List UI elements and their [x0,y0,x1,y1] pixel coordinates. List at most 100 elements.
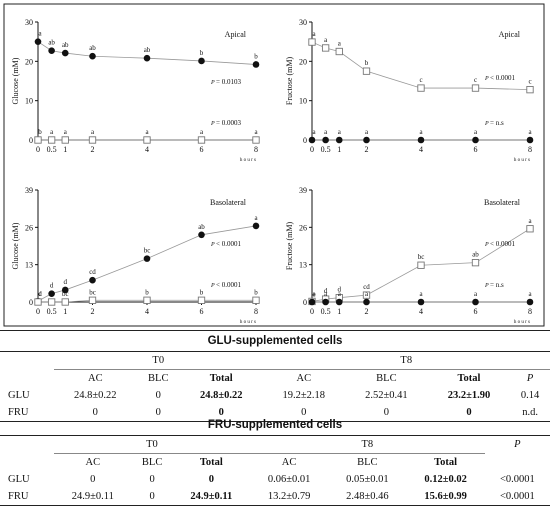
p-value-annotation: P< 0.0001 [484,240,515,248]
x-tick-label: 1 [337,307,341,316]
data-point [89,277,96,284]
point-label: d [64,278,68,286]
p-value-annotation: P= n.s [484,119,504,127]
data-point [198,137,204,143]
data-point [35,299,41,305]
point-label: c [419,76,422,84]
x-tick-label: 2 [365,307,369,316]
p-value-label: = 0.0003 [216,119,241,127]
p-value-annotation: P< 0.0001 [210,281,241,289]
data-point [144,255,151,262]
point-label: bc [89,288,96,296]
y-tick-label: 30 [25,18,33,27]
point-label: b [145,288,149,296]
data-point [198,232,205,239]
x-tick-label: 2 [91,145,95,154]
data-point [144,297,150,303]
data-point [527,226,533,232]
point-label: a [64,128,68,136]
point-label: c [528,78,531,86]
table-cell: 0 [137,387,180,404]
data-point [309,137,316,144]
x-tick-label: 0.5 [321,307,331,316]
x-tick-label: 6 [200,307,204,316]
point-label: ab [62,41,69,49]
fru-table: FRU-supplemented cells T0 T8 P AC BLC To… [0,415,550,506]
column-header: AC [250,454,328,472]
p-value-annotation: P= 0.0103 [210,78,241,86]
point-label: ab [198,223,205,231]
table-cell: 0.14 [510,387,550,404]
x-axis-label: h o u r s [240,320,256,325]
y-tick-label: 0 [303,136,307,145]
data-point [48,47,55,54]
column-header: BLC [132,454,173,472]
panel-title: Basolateral [484,198,521,207]
point-label: a [474,128,478,136]
y-tick-label: 13 [299,261,307,270]
data-point [89,297,95,303]
data-point [336,48,342,54]
data-point [527,299,534,306]
column-header: Total [173,454,250,472]
point-label: a [419,290,423,298]
table-row: GLU 24.8±0.22 0 24.8±0.22 19.2±2.18 2.52… [0,387,550,404]
row-label: FRU [0,488,54,506]
data-point [322,45,328,51]
point-label: b [200,49,204,57]
table-cell: 24.8±0.22 [54,387,137,404]
column-header: AC [54,454,132,472]
data-point [472,299,479,306]
table-cell: 23.2±1.90 [428,387,511,404]
table-cell: 19.2±2.18 [263,387,346,404]
p-symbol: P [210,242,215,248]
point-label: b [365,59,369,67]
point-label: d [50,282,54,290]
x-tick-label: 1 [63,145,67,154]
table-cell: 2.48±0.46 [328,488,406,506]
table-cell: 13.2±0.79 [250,488,328,506]
column-header: AC [263,370,346,388]
data-point [322,137,329,144]
y-axis-label: Fructose (mM) [285,57,294,106]
y-tick-label: 0 [29,298,33,307]
table-cell: <0.0001 [485,471,550,488]
point-label: a [419,128,423,136]
point-label: a [528,217,532,225]
data-point [418,85,424,91]
table-cell: 2.52±0.41 [345,387,428,404]
y-axis-label: Glucose (mM) [11,57,20,104]
table-cell: 0.06±0.01 [250,471,328,488]
x-tick-label: 6 [474,145,478,154]
data-point [144,137,150,143]
y-tick-label: 26 [25,223,33,232]
p-value-annotation: P= 0.0003 [210,119,241,127]
point-label: ab [144,46,151,54]
table-cell: 0 [173,471,250,488]
x-tick-label: 8 [528,145,532,154]
point-label: a [312,30,316,38]
y-tick-label: 39 [299,186,307,195]
data-point [62,137,68,143]
point-label: c [474,76,477,84]
data-point [309,299,316,306]
table-cell: 0 [132,471,173,488]
column-header: Total [180,370,263,388]
point-label: a [312,290,316,298]
table-cell: 0 [54,471,132,488]
point-label: a [338,40,342,48]
y-axis-label: Glucose (mM) [11,222,20,269]
x-tick-label: 0.5 [321,145,331,154]
p-value-label: = n.s [490,281,504,289]
y-tick-label: 30 [299,18,307,27]
glu-table: GLU-supplemented cells T0 T8 AC BLC Tota… [0,330,550,422]
data-point [418,299,425,306]
x-axis-label: h o u r s [240,158,256,163]
data-point [336,137,343,144]
panel-title: Apical [499,30,521,39]
table-cell: 24.9±0.11 [54,488,132,506]
y-tick-label: 10 [299,97,307,106]
